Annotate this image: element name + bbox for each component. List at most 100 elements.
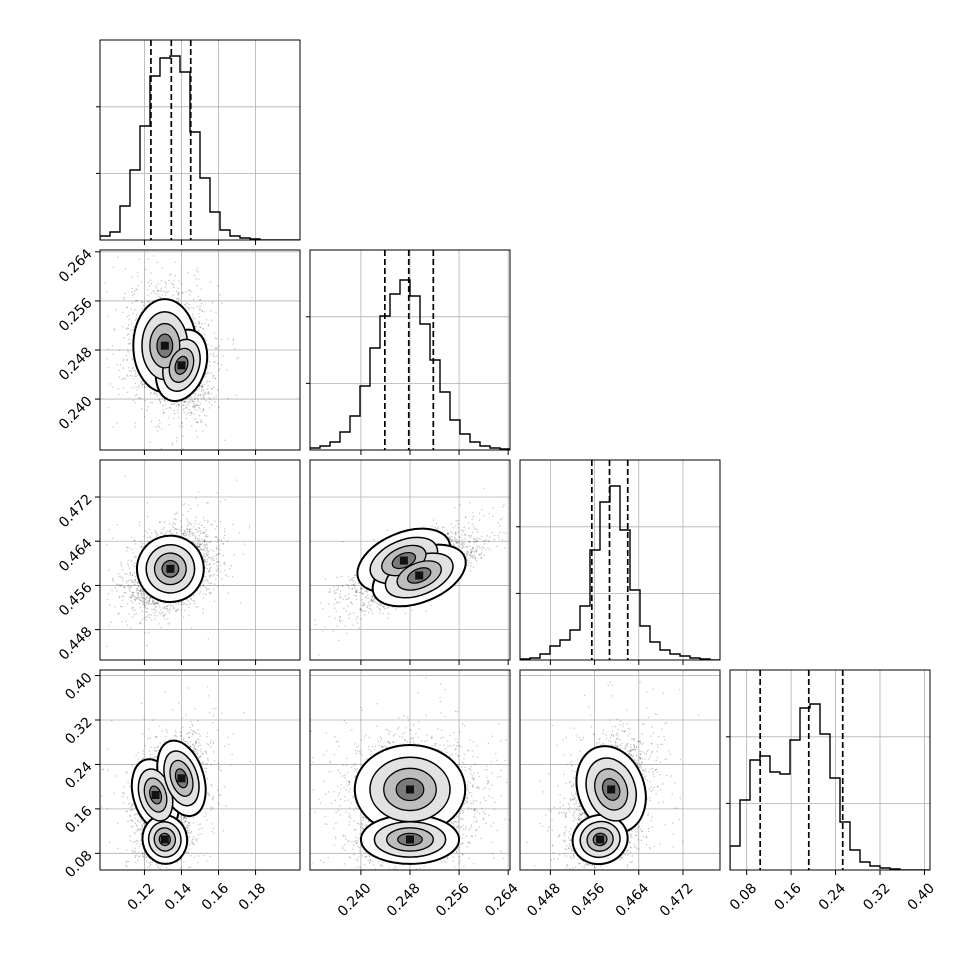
scatter-point: [133, 540, 135, 542]
scatter-point: [146, 502, 148, 504]
scatter-point: [157, 290, 159, 292]
scatter-point: [194, 406, 197, 408]
scatter-point: [201, 390, 203, 392]
scatter-point: [118, 369, 121, 372]
scatter-point: [183, 412, 185, 414]
scatter-point: [158, 623, 160, 625]
scatter-point: [168, 417, 170, 419]
scatter-point: [232, 343, 234, 345]
scatter-point: [183, 532, 185, 535]
scatter-point: [217, 539, 219, 541]
scatter-point: [131, 340, 134, 342]
scatter-point: [165, 292, 167, 294]
scatter-point: [180, 603, 182, 605]
scatter-point: [128, 584, 130, 586]
scatter-point: [163, 534, 165, 536]
scatter-point: [198, 404, 200, 407]
scatter-point: [126, 546, 128, 548]
scatter-point: [172, 248, 173, 249]
scatter-point: [150, 272, 152, 274]
scatter-point: [176, 528, 178, 530]
scatter-point: [203, 414, 206, 417]
scatter-point: [161, 612, 163, 614]
scatter-point: [187, 401, 189, 404]
scatter-point: [213, 361, 215, 363]
scatter-point: [147, 603, 149, 606]
scatter-point: [126, 359, 128, 361]
scatter-point: [188, 400, 190, 402]
scatter-point: [131, 607, 133, 609]
scatter-point: [137, 397, 139, 399]
scatter-point: [192, 315, 194, 318]
scatter-point: [111, 386, 114, 388]
scatter-point: [201, 421, 203, 423]
scatter-point: [183, 400, 185, 402]
scatter-point: [184, 531, 186, 534]
scatter-point: [216, 558, 218, 560]
scatter-point: [193, 298, 195, 301]
scatter-point: [147, 258, 149, 260]
scatter-point: [165, 286, 167, 288]
scatter-point: [132, 592, 134, 594]
scatter-point: [195, 538, 197, 540]
scatter-point: [149, 598, 151, 600]
scatter-point: [132, 312, 134, 315]
scatter-point: [128, 318, 130, 320]
scatter-point: [142, 598, 144, 600]
scatter-point: [157, 293, 159, 295]
scatter-point: [216, 560, 218, 563]
scatter-point: [137, 584, 139, 587]
scatter-point: [204, 519, 206, 521]
scatter-point: [139, 596, 141, 598]
scatter-point: [129, 343, 131, 345]
scatter-point: [204, 541, 206, 543]
scatter-point: [140, 398, 142, 400]
scatter-point: [156, 393, 158, 395]
scatter-point: [129, 578, 132, 581]
scatter-point: [251, 297, 253, 299]
scatter-point: [161, 289, 163, 292]
scatter-point: [197, 321, 200, 323]
scatter-point: [150, 603, 152, 605]
scatter-point: [168, 424, 170, 426]
scatter-point: [205, 534, 207, 536]
scatter-point: [126, 582, 128, 584]
scatter-point: [198, 530, 200, 532]
scatter-point: [135, 393, 138, 396]
scatter-point: [201, 386, 203, 388]
scatter-point: [154, 530, 156, 532]
scatter-point: [137, 594, 139, 597]
scatter-point: [215, 546, 218, 548]
grid: [310, 250, 510, 450]
scatter-point: [220, 364, 223, 366]
scatter-point: [130, 596, 132, 598]
scatter-point: [223, 537, 225, 539]
scatter-point: [216, 355, 218, 357]
scatter-point: [183, 401, 185, 404]
scatter-point: [188, 614, 190, 616]
scatter-point: [151, 532, 153, 534]
scatter-point: [116, 590, 118, 592]
scatter-point: [129, 586, 131, 588]
scatter-point: [181, 421, 183, 424]
scatter-point: [199, 299, 201, 301]
scatter-point: [195, 497, 197, 499]
scatter-point: [189, 289, 191, 292]
scatter-point: [202, 585, 204, 587]
scatter-point: [182, 292, 184, 294]
scatter-point: [199, 326, 201, 328]
scatter-point: [203, 540, 206, 542]
scatter-point: [131, 616, 134, 618]
scatter-point: [186, 528, 189, 531]
scatter-point: [182, 603, 185, 605]
scatter-point: [202, 583, 204, 585]
scatter-point: [206, 559, 209, 561]
scatter-point: [160, 287, 162, 290]
scatter-point: [141, 381, 143, 383]
scatter-point: [140, 281, 142, 283]
scatter-point: [207, 325, 209, 327]
scatter-point: [131, 581, 134, 584]
scatter-point: [118, 576, 120, 578]
scatter-point: [214, 337, 216, 339]
scatter-point: [148, 602, 150, 604]
